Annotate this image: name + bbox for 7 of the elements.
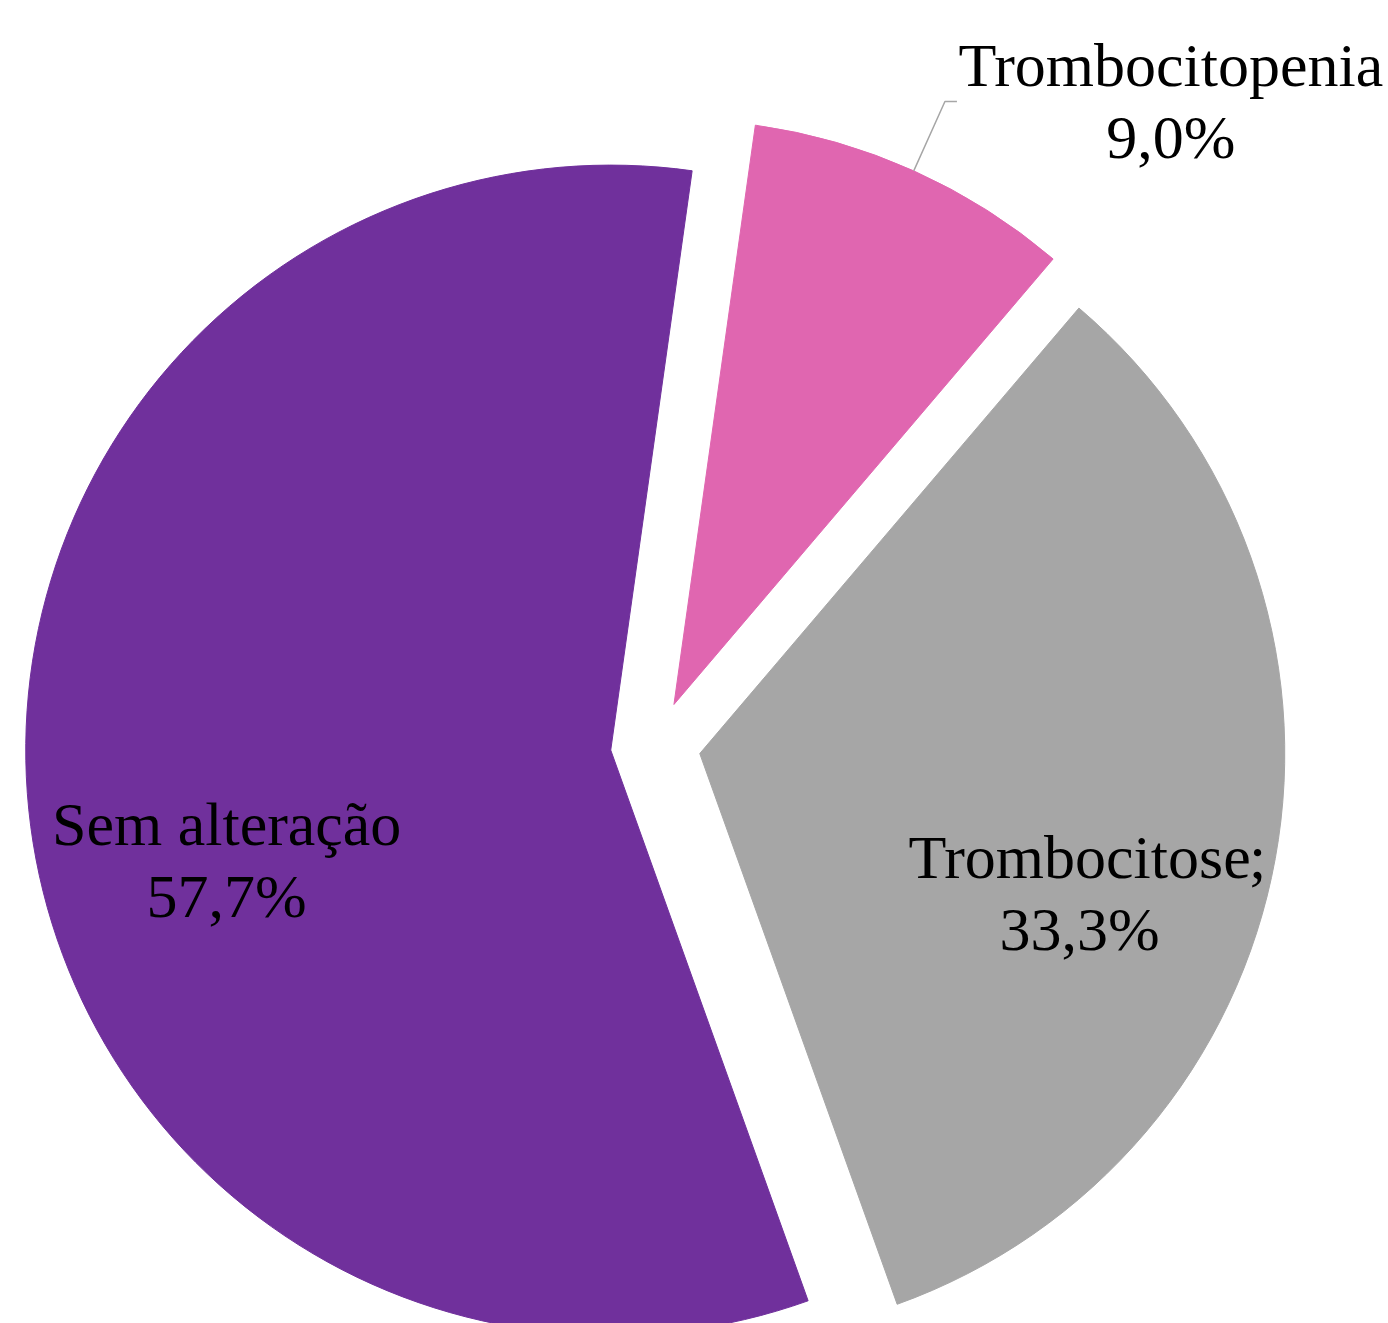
slice-label: Sem alteração — [51, 789, 402, 858]
data-label: 9,0% — [1106, 103, 1236, 172]
slice-label: Trombocitopenia — [958, 31, 1384, 100]
text: ; — [1249, 822, 1267, 891]
slice-label: Trombocitose — [908, 822, 1251, 891]
data-label: 33,3% — [999, 894, 1160, 963]
data-label: 57,7% — [146, 861, 307, 930]
